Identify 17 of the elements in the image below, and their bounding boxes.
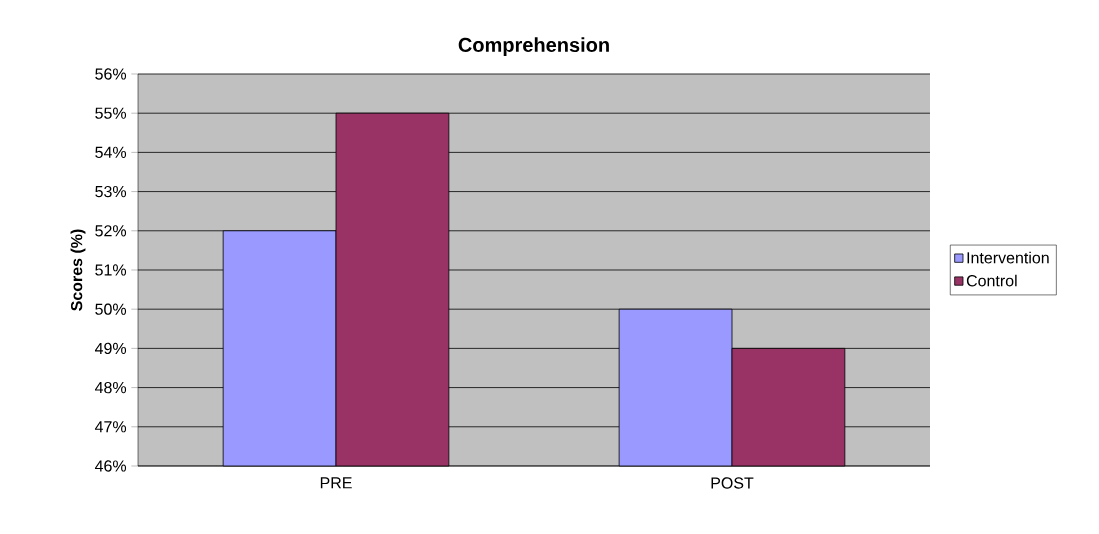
- y-tick-label: 46%: [94, 460, 127, 472]
- x-tick-label: POST: [711, 477, 754, 489]
- y-tick-label: 55%: [95, 107, 127, 119]
- legend-label: Control: [966, 274, 1017, 287]
- y-tick-label: 47%: [94, 421, 127, 433]
- x-tick-label: PRE: [320, 477, 352, 489]
- chart-title: Comprehension: [458, 37, 609, 56]
- y-tick-label: 48%: [94, 381, 127, 394]
- y-tick-label: 49%: [94, 342, 127, 355]
- y-axis-title: Scores (%): [70, 229, 86, 311]
- y-tick-label: 52%: [95, 225, 127, 237]
- y-tick-label: 54%: [95, 146, 127, 159]
- y-tick-label: 56%: [95, 68, 127, 80]
- y-tick-label: 50%: [95, 303, 127, 315]
- y-tick-label: 51%: [95, 264, 127, 276]
- legend-label: Intervention: [967, 251, 1049, 264]
- y-tick-label: 53%: [95, 185, 127, 198]
